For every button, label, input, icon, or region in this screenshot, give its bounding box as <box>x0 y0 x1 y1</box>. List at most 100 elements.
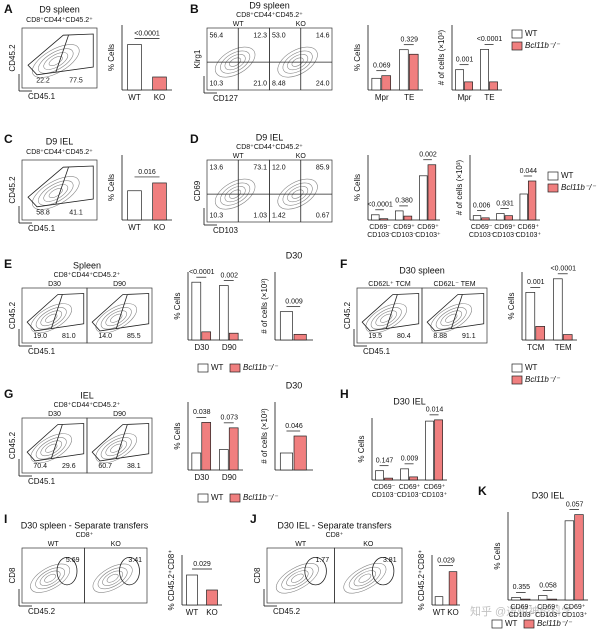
category-label: CD69⁺ <box>494 224 516 231</box>
flow-frame <box>334 547 403 604</box>
gate <box>27 33 94 76</box>
panel-label: F <box>340 257 347 271</box>
bar <box>228 427 239 471</box>
category-label: CD103⁻ <box>397 492 423 499</box>
p-value: 0.931 <box>496 200 514 207</box>
bar <box>464 81 473 91</box>
y-axis-label: % Cells <box>173 292 182 319</box>
contour <box>358 573 372 583</box>
bar <box>574 514 584 601</box>
gate-value: 19.0 <box>33 333 47 340</box>
flow-x-label: CD45.1 <box>363 347 391 356</box>
contour <box>45 443 58 453</box>
bar <box>504 215 513 221</box>
p-value: 0.001 <box>456 57 474 64</box>
y-axis-label: % Cells <box>357 435 366 462</box>
legend-swatch <box>523 619 535 629</box>
gate-divider <box>55 167 69 205</box>
bar <box>219 285 229 341</box>
bar <box>425 420 434 481</box>
p-value: 0.057 <box>566 501 584 508</box>
contour <box>35 567 66 590</box>
gate <box>27 165 94 208</box>
p-value: 0.009 <box>285 299 303 306</box>
contour <box>100 307 132 330</box>
category-label: CD69⁺ <box>564 604 586 611</box>
p-value: 0.029 <box>193 561 211 568</box>
p-value: 0.329 <box>400 37 418 44</box>
y-axis-label: # of cells (×10³) <box>437 29 446 85</box>
flow-y-label: CD8 <box>253 567 262 584</box>
flow-title: D30 spleen <box>399 265 445 275</box>
legend-label: Bcl11b⁻/⁻ <box>243 493 278 502</box>
bar <box>127 190 142 221</box>
p-value: 0.009 <box>401 456 419 463</box>
legend-label: WT <box>505 619 518 628</box>
flow-plot-name: CD62L⁺ TCM <box>368 281 411 288</box>
contour <box>291 573 304 583</box>
contour <box>105 310 128 327</box>
bar <box>525 292 536 341</box>
category-label: CD103⁻ <box>391 232 417 239</box>
quadrant-value: 85.9 <box>316 164 330 171</box>
bar <box>472 215 482 221</box>
contour <box>277 178 318 210</box>
bar <box>496 213 505 221</box>
watermark: 知乎 @逻辑神经科学 <box>470 604 572 618</box>
y-axis-label: % CD45.2⁺CD8⁺ <box>167 550 176 611</box>
category-label: WT <box>128 93 141 102</box>
category-label: CD69⁺ <box>518 224 540 231</box>
flow-subtitle: CD8⁺ <box>326 532 344 539</box>
contour <box>48 55 63 67</box>
flow-title: D9 IEL <box>46 136 74 146</box>
p-value: 0.046 <box>285 423 303 430</box>
p-value: <0.0001 <box>134 30 160 37</box>
gate-value: 1.77 <box>315 557 329 564</box>
p-value: 0.006 <box>473 203 491 210</box>
flow-title: D9 spleen <box>249 0 290 10</box>
contour <box>291 57 304 67</box>
contour <box>282 182 313 206</box>
legend-swatch <box>197 363 209 373</box>
bar <box>511 597 521 601</box>
quadrant-value: 1.42 <box>272 213 286 220</box>
contour <box>282 50 313 74</box>
contour <box>435 307 467 330</box>
y-axis-label: % Cells <box>353 174 362 201</box>
bar <box>379 218 389 221</box>
category-label: CD69⁺ <box>537 604 559 611</box>
p-value: 0.002 <box>419 152 437 159</box>
flow-x-label: CD45.1 <box>28 224 56 233</box>
bar <box>489 81 498 91</box>
gate <box>304 556 327 586</box>
flow-x-label: CD45.1 <box>28 347 56 356</box>
contour <box>110 313 123 323</box>
quadrant-value: 12.0 <box>272 164 286 171</box>
category-label: CD103⁻ <box>469 232 495 239</box>
y-axis-label: % Cells <box>107 174 116 201</box>
contour <box>43 52 69 70</box>
gate-value: 8.88 <box>433 333 447 340</box>
category-label: TCM <box>527 343 545 352</box>
bar <box>419 175 428 221</box>
bar <box>375 470 384 481</box>
flow-x-label: CD45.1 <box>28 92 56 101</box>
category-label: KO <box>447 608 459 617</box>
contour <box>48 187 63 199</box>
y-axis-label: % Cells <box>493 542 502 569</box>
panel-label: G <box>4 387 13 401</box>
category-label: Mpr <box>375 93 389 102</box>
category-label: D30 <box>194 473 209 482</box>
contour <box>106 573 119 583</box>
contour <box>35 307 67 330</box>
category-label: CD69⁻ <box>374 484 396 491</box>
flow-y-label: CD45.2 <box>8 431 17 459</box>
gate-value: 14.0 <box>98 333 112 340</box>
bar <box>434 596 444 606</box>
bar <box>228 332 239 341</box>
bar <box>201 331 212 341</box>
quadrant-value: 0.67 <box>316 213 330 220</box>
bar <box>519 193 528 221</box>
bar <box>448 571 458 606</box>
legend-swatch <box>511 29 523 39</box>
